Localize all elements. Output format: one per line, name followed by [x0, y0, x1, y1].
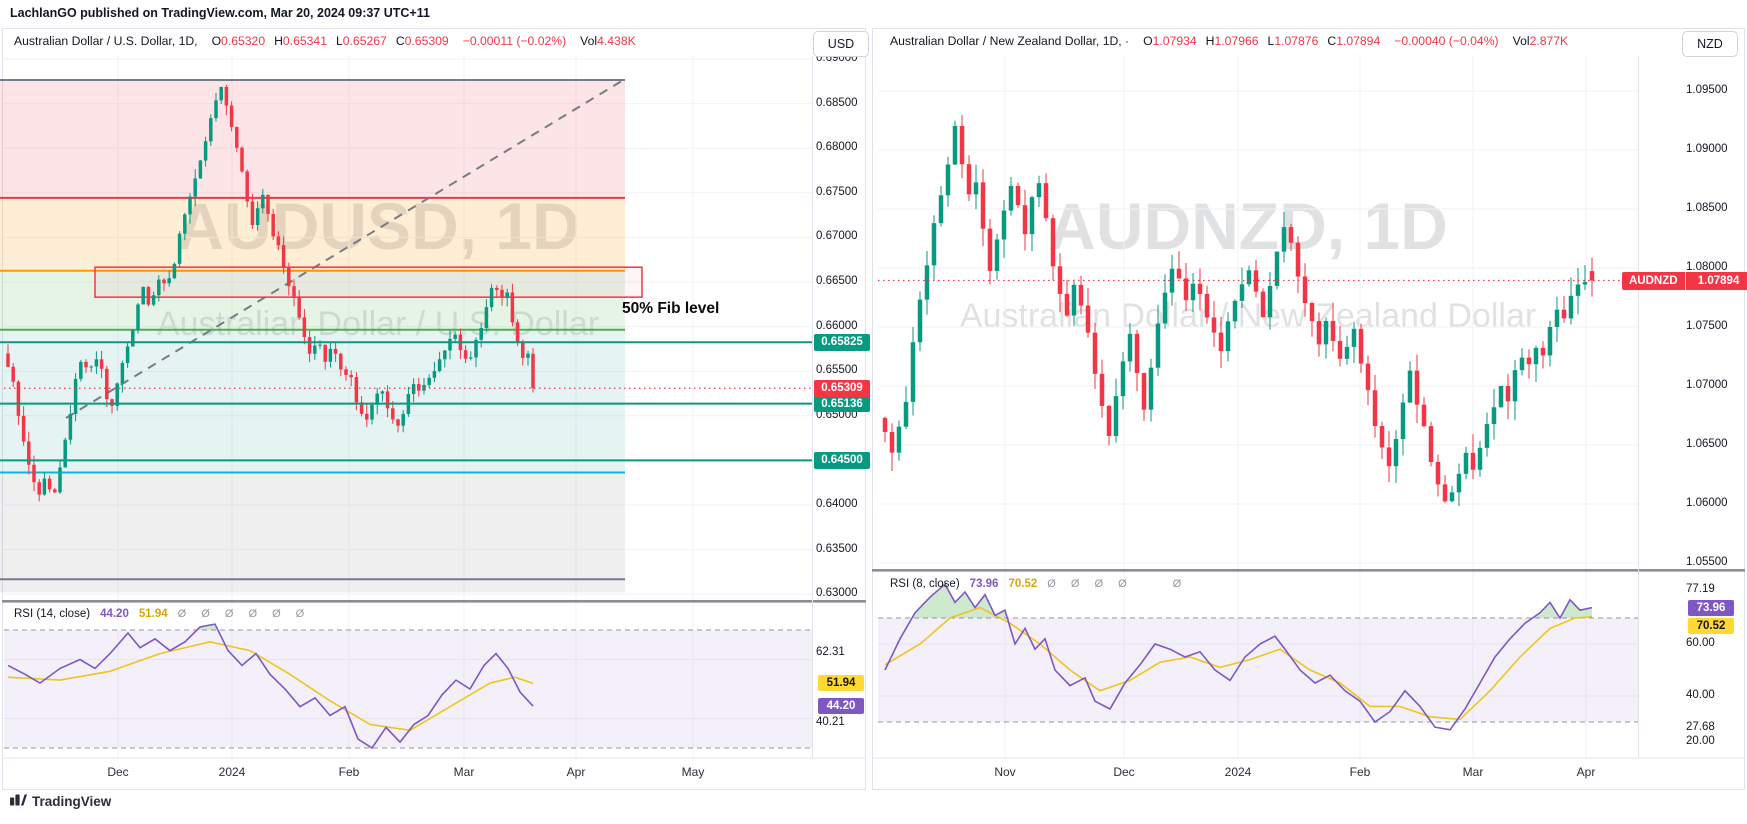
rsi-scale-40.21: 40.21 [816, 715, 845, 728]
ohlc-l: L1.07876 [1267, 34, 1319, 48]
rsi-value-right: 73.96 [969, 578, 999, 590]
rsi-legend-right[interactable]: RSI (8, close) 73.96 70.52 Ø Ø Ø Ø Ø [890, 578, 1187, 590]
price-tick-0.65500: 0.65500 [816, 364, 858, 377]
price-tick-0.67500: 0.67500 [816, 185, 858, 198]
price-tick-1.09500: 1.09500 [1686, 84, 1728, 96]
rsi-scale-27.68: 27.68 [1686, 721, 1715, 734]
volume-left: Vol4.438K [580, 34, 636, 48]
volume-value-right: 2.877K [1529, 34, 1569, 48]
change-right: −0.00040 (−0.04%) [1394, 34, 1499, 48]
tradingview-logo[interactable]: TradingView [10, 794, 111, 809]
time-label-Nov[interactable]: Nov [994, 765, 1016, 779]
hidden-study-icon2-right[interactable]: Ø [1172, 578, 1188, 590]
price-tick-0.64000: 0.64000 [816, 498, 858, 510]
price-tick-1.05500: 1.05500 [1686, 556, 1728, 568]
rsi-title-left[interactable]: RSI (14, close) [14, 608, 91, 620]
symbol-title-left[interactable]: Australian Dollar / U.S. Dollar, 1D, [14, 34, 198, 48]
rsi-scale-62.31: 62.31 [816, 645, 845, 658]
attribution-text: LachlanGO published on TradingView.com, … [10, 6, 430, 20]
ohlc-o: O1.07934 [1143, 34, 1197, 48]
watermark-name-left: Australian Dollar / U.S. Dollar [157, 305, 599, 344]
price-tick-0.63500: 0.63500 [816, 542, 858, 555]
ohlc-l: L0.65267 [335, 34, 387, 48]
watermark-name-right: Australian Dollar / New Zealand Dollar [959, 297, 1537, 335]
last-price-tag: AUDNZD 1.07894 [1622, 271, 1747, 290]
rsi-title-right[interactable]: RSI (8, close) [890, 578, 960, 590]
time-label-Dec[interactable]: Dec [1113, 765, 1135, 779]
ohlc-h: H0.65341 [274, 34, 327, 48]
price-tick-1.06000: 1.06000 [1686, 497, 1728, 509]
volume-label-left: Vol [580, 34, 598, 48]
price-line-badge-0.65136: 0.65136 [814, 395, 870, 413]
price-line-badge-0.64500: 0.64500 [814, 451, 870, 469]
price-line-badge-0.65825: 0.65825 [814, 333, 870, 351]
price-tick-1.07500: 1.07500 [1686, 320, 1728, 332]
currency-button-nzd[interactable]: NZD [1682, 31, 1738, 57]
fib-level-annotation[interactable]: 50% Fib level [622, 300, 720, 317]
rsi-value-left: 44.20 [100, 608, 129, 620]
price-tick-0.68000: 0.68000 [816, 141, 858, 154]
rsi-ma-value-right: 70.52 [1008, 578, 1038, 590]
ohlc-values-right: O1.07934 H1.07966 L1.07876 C1.07894 [1143, 34, 1380, 48]
price-tick-0.66000: 0.66000 [816, 319, 858, 332]
rsi-legend-left[interactable]: RSI (14, close) 44.20 51.94 Ø Ø Ø Ø Ø Ø [14, 608, 320, 620]
ohlc-c: C0.65309 [395, 34, 449, 48]
time-label-2024[interactable]: 2024 [218, 765, 246, 779]
rsi-scale-40.00: 40.00 [1686, 689, 1715, 701]
price-tick-0.67000: 0.67000 [816, 230, 858, 243]
time-label-Mar[interactable]: Mar [1462, 765, 1484, 779]
ohlc-c: C1.07894 [1327, 34, 1381, 48]
rsi-badge-70.52: 70.52 [1688, 617, 1734, 634]
rsi-scale-77.19: 77.19 [1686, 583, 1715, 596]
volume-right: Vol2.877K [1513, 34, 1569, 48]
price-tick-0.68500: 0.68500 [816, 96, 858, 109]
price-tick-0.66500: 0.66500 [816, 275, 858, 287]
watermark-symbol-right: AUDNZD, 1D [1048, 189, 1448, 263]
tradingview-logo-text: TradingView [32, 794, 112, 809]
hidden-study-icons-left[interactable]: Ø Ø Ø Ø Ø Ø [177, 608, 311, 620]
time-label-Mar[interactable]: Mar [453, 765, 475, 779]
ohlc-o: O0.65320 [211, 34, 266, 48]
price-tick-1.08500: 1.08500 [1686, 202, 1728, 214]
ohlc-values-left: O0.65320 H0.65341 L0.65267 C0.65309 [212, 34, 449, 48]
symbol-title-right[interactable]: Australian Dollar / New Zealand Dollar, … [890, 34, 1130, 48]
rsi-ma-value-left: 51.94 [138, 608, 168, 620]
time-label-Apr[interactable]: Apr [1576, 765, 1596, 779]
symbol-header-left[interactable]: Australian Dollar / U.S. Dollar, 1D, O0.… [14, 31, 636, 51]
hidden-study-icons-right[interactable]: Ø Ø Ø Ø [1047, 578, 1133, 590]
time-label-Apr[interactable]: Apr [566, 765, 586, 779]
symbol-header-right[interactable]: Australian Dollar / New Zealand Dollar, … [890, 31, 1568, 51]
price-tick-0.63000: 0.63000 [816, 587, 858, 600]
last-price-badge: 0.65309 [814, 379, 870, 397]
tradingview-logo-icon [10, 794, 27, 806]
rsi-badge-73.96: 73.96 [1688, 599, 1734, 616]
price-tick-1.08000: 1.08000 [1686, 261, 1728, 273]
rsi-badge-51.94: 51.94 [818, 675, 864, 692]
rsi-scale-60.00: 60.00 [1686, 637, 1715, 649]
volume-value-left: 4.438K [597, 34, 636, 48]
price-tick-1.06500: 1.06500 [1686, 438, 1728, 450]
price-tick-1.07000: 1.07000 [1686, 379, 1728, 391]
last-price-value: 1.07894 [1685, 271, 1747, 290]
currency-button-usd[interactable]: USD [813, 31, 869, 57]
ohlc-h: H1.07966 [1205, 34, 1259, 48]
price-tick-1.09000: 1.09000 [1686, 143, 1728, 155]
time-label-May[interactable]: May [681, 765, 705, 779]
volume-label-right: Vol [1512, 34, 1530, 48]
chart-widget-audnzd[interactable] [872, 28, 1745, 790]
change-left: −0.00011 (−0.02%) [462, 34, 567, 48]
rsi-badge-44.20: 44.20 [818, 698, 864, 715]
time-label-2024[interactable]: 2024 [1224, 765, 1252, 779]
watermark-symbol-left: AUDUSD, 1D [176, 188, 579, 264]
time-label-Feb[interactable]: Feb [1349, 765, 1371, 779]
time-label-Feb[interactable]: Feb [338, 765, 360, 779]
last-price-symbol: AUDNZD [1622, 271, 1686, 290]
time-label-Dec[interactable]: Dec [107, 765, 129, 779]
rsi-scale-20.00: 20.00 [1686, 735, 1715, 747]
